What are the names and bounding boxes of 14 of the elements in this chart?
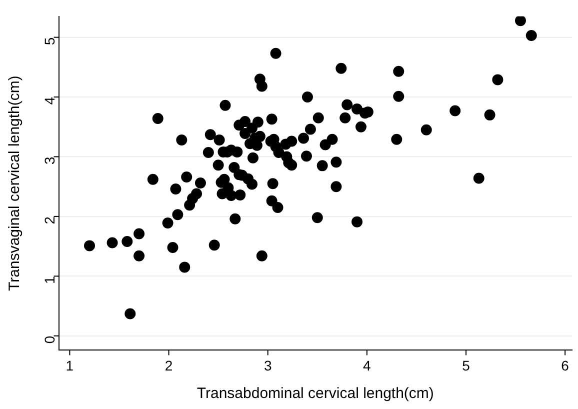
y-tick-label: 1 xyxy=(42,276,58,284)
x-tick-label: 2 xyxy=(164,357,173,374)
y-tick-label: 0 xyxy=(42,336,58,344)
x-tick-label: 6 xyxy=(561,357,570,374)
y-tick-label: 4 xyxy=(42,96,58,105)
x-tick-label: 1 xyxy=(66,357,74,374)
x-tick-label: 3 xyxy=(264,357,272,374)
y-tick-label: 3 xyxy=(42,156,58,165)
x-tick-label: 5 xyxy=(462,357,470,374)
y-axis-title: Transvaginal cervical length(cm) xyxy=(6,76,24,291)
x-axis-title: Transabdominal cervical length(cm) xyxy=(196,385,434,402)
x-tick-label: 4 xyxy=(363,357,372,374)
y-tick-label: 2 xyxy=(42,216,58,224)
y-tick-label: 5 xyxy=(42,37,58,46)
